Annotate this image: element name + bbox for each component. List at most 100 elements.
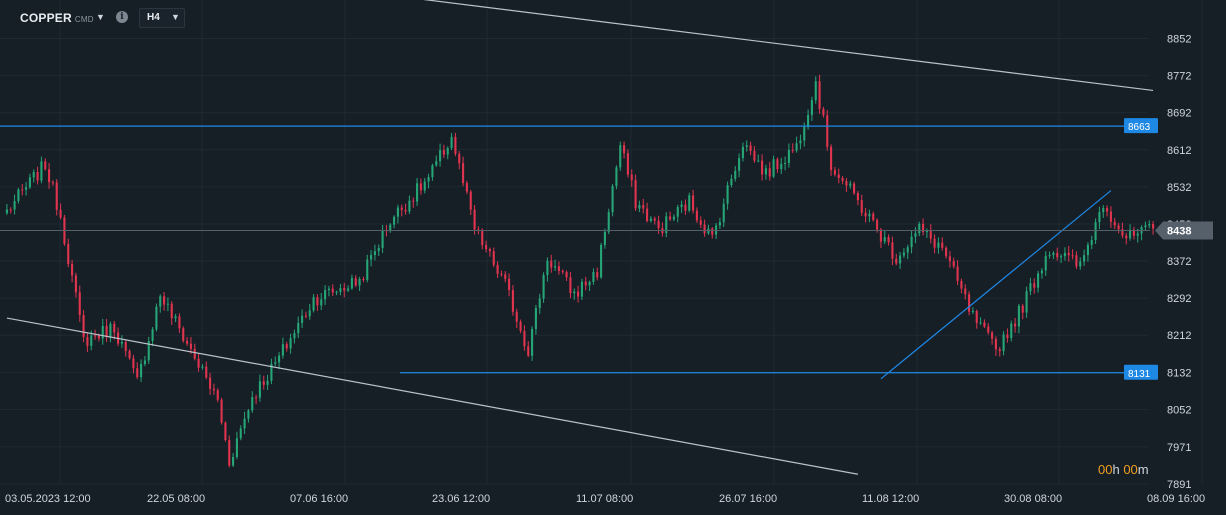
candle-body xyxy=(1017,305,1020,327)
candle-body xyxy=(1098,212,1101,223)
candle-body xyxy=(1010,323,1013,339)
candle-body xyxy=(416,183,419,202)
candle-body xyxy=(810,100,813,116)
candle-body xyxy=(987,326,990,333)
candle-body xyxy=(17,189,20,202)
candle-body xyxy=(163,296,166,305)
x-tick-label: 11.07 08:00 xyxy=(576,493,633,505)
candle-body xyxy=(1086,244,1089,256)
candle-body xyxy=(485,245,488,250)
candle-body xyxy=(228,440,231,466)
candle-body xyxy=(339,288,342,292)
candle-body xyxy=(404,209,407,212)
candle-body xyxy=(381,230,384,248)
candles xyxy=(5,74,1155,468)
channel-lower-line[interactable] xyxy=(6,317,859,475)
candle-body xyxy=(1025,291,1028,313)
candle-body xyxy=(140,363,143,378)
symbol-name: COPPER xyxy=(20,11,72,25)
candle-body xyxy=(1152,224,1155,229)
candle-body xyxy=(270,363,273,381)
candle-body xyxy=(5,209,8,214)
candle-body xyxy=(289,338,292,349)
candle-body xyxy=(278,355,281,363)
candle-body xyxy=(82,315,85,337)
candle-body xyxy=(166,303,169,305)
candle-body xyxy=(565,271,568,278)
channel-upper-line[interactable] xyxy=(421,0,1154,92)
candle-body xyxy=(74,275,77,293)
candle-body xyxy=(868,213,871,217)
candle-body xyxy=(182,328,185,341)
candle-body xyxy=(584,281,587,286)
candle-body xyxy=(749,145,752,151)
candle-body xyxy=(734,170,737,179)
x-tick-label: 26.07 16:00 xyxy=(719,493,777,505)
candle-body xyxy=(968,294,971,312)
candle-body xyxy=(983,322,986,327)
candle-body xyxy=(527,346,530,356)
support-trendline-line[interactable] xyxy=(880,190,1112,380)
timeframe-selector[interactable]: H4 ▼ xyxy=(139,8,185,28)
candle-body xyxy=(255,397,258,399)
candle-body xyxy=(849,183,852,186)
candle-body xyxy=(1056,252,1059,258)
candle-body xyxy=(113,323,116,333)
candle-body xyxy=(910,236,913,248)
candle-body xyxy=(216,390,219,400)
candle-body xyxy=(500,273,503,275)
symbol-selector[interactable]: COPPER CMD xyxy=(20,11,94,25)
candle-body xyxy=(1129,229,1132,239)
candle-body xyxy=(51,182,54,184)
candle-body xyxy=(891,242,894,259)
candle-body xyxy=(1014,323,1017,327)
candle-body xyxy=(393,216,396,225)
candle-body xyxy=(592,272,595,282)
candle-body xyxy=(312,297,315,311)
candle-body xyxy=(427,177,430,182)
candle-body xyxy=(657,220,660,229)
candle-body xyxy=(370,254,373,260)
y-tick-label: 8612 xyxy=(1167,145,1191,157)
candle-body xyxy=(941,242,944,248)
time-axis[interactable]: 03.05.2023 12:00 22.05 08:00 07.06 16:00 23… xyxy=(5,493,1205,505)
candle-body xyxy=(347,288,350,291)
candle-body xyxy=(197,358,200,368)
timeframe-label: H4 xyxy=(147,12,160,23)
candle-body xyxy=(860,200,863,213)
candle-body xyxy=(688,195,691,211)
candle-body xyxy=(151,329,154,341)
candle-body xyxy=(684,204,687,211)
candle-body xyxy=(922,223,925,232)
candle-body xyxy=(67,243,70,265)
candle-body xyxy=(649,218,652,221)
candle-body xyxy=(78,292,81,316)
candle-body xyxy=(768,168,771,177)
candle-body xyxy=(396,207,399,217)
candle-body xyxy=(561,270,564,272)
candle-body xyxy=(887,237,890,243)
candle-body xyxy=(841,178,844,182)
candle-body xyxy=(948,256,951,262)
candle-body xyxy=(895,258,898,264)
y-tick-label: 7971 xyxy=(1167,442,1191,454)
candle-body xyxy=(105,325,108,338)
candle-body xyxy=(856,193,859,201)
candle-body xyxy=(186,340,189,344)
candle-body xyxy=(588,281,591,286)
x-tick-label: 22.05 08:00 xyxy=(147,493,205,505)
candle-body xyxy=(442,150,445,155)
candle-body xyxy=(764,168,767,175)
chevron-down-icon[interactable]: ▼ xyxy=(96,12,105,22)
price-axis[interactable]: 8852877286928612853284528372829282128132… xyxy=(1167,34,1191,491)
candle-body xyxy=(799,140,802,144)
candle-body xyxy=(193,348,196,359)
candle-body xyxy=(44,161,47,170)
candle-body xyxy=(780,163,783,170)
candle-body xyxy=(596,272,599,278)
candle-body xyxy=(791,150,794,152)
candle-body xyxy=(301,315,304,323)
info-icon[interactable]: i xyxy=(116,11,128,23)
candle-body xyxy=(680,204,683,208)
